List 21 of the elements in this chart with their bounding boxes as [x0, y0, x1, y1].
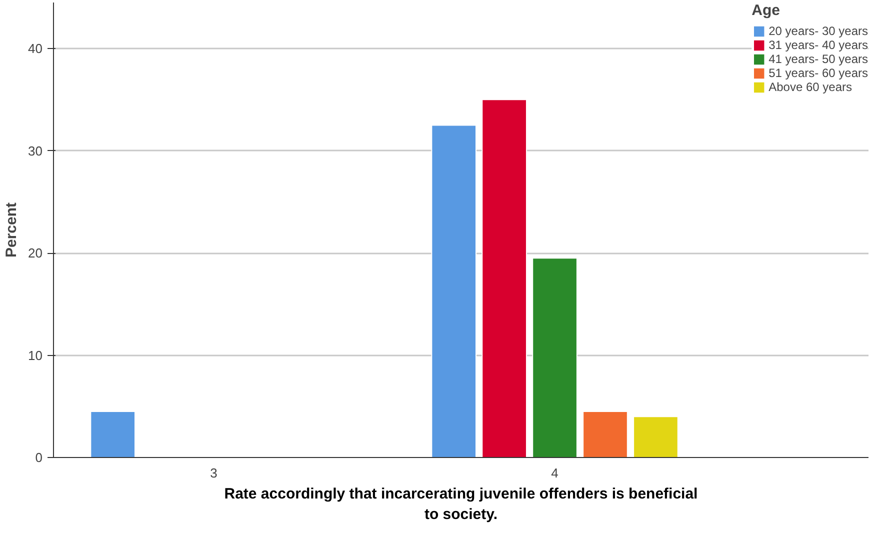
y-tick-label: 10 [28, 348, 43, 363]
bar [90, 410, 136, 458]
y-tick-label: 20 [28, 246, 43, 261]
bar [582, 410, 628, 458]
y-axis-title: Percent [3, 202, 20, 258]
y-tick-label: 40 [28, 41, 43, 56]
legend-label: Above 60 years [768, 80, 852, 94]
x-tick-label: 4 [551, 466, 558, 480]
x-tick-label: 3 [210, 466, 218, 480]
y-tick-label: 30 [28, 143, 43, 158]
x-axis-title: Rate accordingly that incarcerating juvenile offenders is beneficial to society. [224, 486, 698, 523]
legend-label: 51 years- 60 years [768, 66, 868, 80]
bar [482, 99, 527, 458]
bar [431, 124, 477, 458]
legend-label: 41 years- 50 years [768, 52, 868, 66]
bar [532, 258, 578, 458]
bar [633, 416, 678, 458]
legend-title: Age [752, 2, 781, 19]
y-tick-label: 0 [35, 450, 43, 465]
legend-label: 20 years- 30 years [768, 24, 868, 38]
legend-label: 31 years- 40 years [768, 38, 868, 52]
